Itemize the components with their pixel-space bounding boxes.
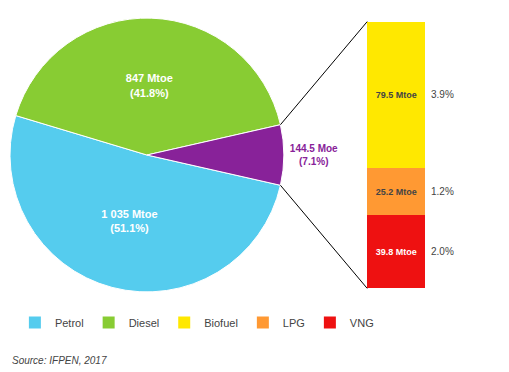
svg-text:2.0%: 2.0% bbox=[431, 246, 454, 257]
svg-text:Petrol: Petrol bbox=[55, 317, 84, 329]
svg-text:25.2 Mtoe: 25.2 Mtoe bbox=[376, 187, 417, 197]
svg-text:847 Mtoe(41.8%): 847 Mtoe(41.8%) bbox=[126, 72, 173, 98]
svg-text:Diesel: Diesel bbox=[129, 317, 160, 329]
svg-text:LPG: LPG bbox=[283, 317, 305, 329]
svg-text:VNG: VNG bbox=[350, 317, 374, 329]
svg-text:3.9%: 3.9% bbox=[431, 89, 454, 100]
svg-text:79.5 Mtoe: 79.5 Mtoe bbox=[376, 90, 417, 100]
svg-text:39.8 Mtoe: 39.8 Mtoe bbox=[376, 247, 417, 257]
svg-text:Biofuel: Biofuel bbox=[204, 317, 238, 329]
svg-text:1 035 Mtoe(51.1%): 1 035 Mtoe(51.1%) bbox=[101, 208, 157, 234]
svg-text:144.5 Moe(7.1%): 144.5 Moe(7.1%) bbox=[290, 143, 338, 167]
svg-text:1.2%: 1.2% bbox=[431, 186, 454, 197]
svg-text:Source: IFPEN, 2017: Source: IFPEN, 2017 bbox=[12, 355, 107, 366]
